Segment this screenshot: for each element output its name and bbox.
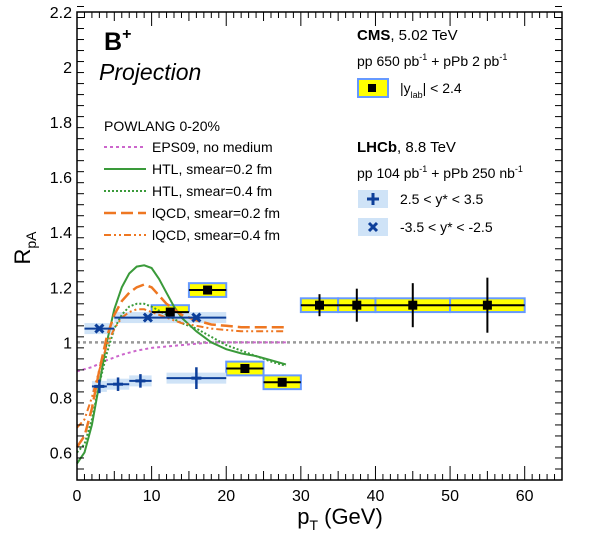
data-point-1-1 (106, 377, 130, 391)
y-tick-label-2: 1 (63, 335, 72, 352)
y-tick-label-8: 2.2 (50, 5, 72, 22)
y-tick-label-0: 0.6 (50, 445, 72, 462)
data-point-2-1 (114, 312, 167, 323)
y-tick-label-5: 1.6 (50, 170, 72, 187)
x-tick-label-6: 60 (516, 488, 534, 505)
data-point-1-2 (129, 374, 152, 388)
data-point-0-2 (226, 364, 264, 374)
cms-title: CMS, 5.02 TeV (357, 27, 458, 44)
x-tick-label-0: 0 (73, 488, 82, 505)
cms-luminosity: pp 650 pb-1 + pPb 2 pb-1 (357, 52, 507, 69)
curve-1 (76, 264, 287, 465)
data-point-0-5 (338, 288, 376, 322)
curve-0 (76, 341, 286, 373)
cms-legend-label: |ylab| < 2.4 (400, 80, 462, 100)
lhcb-forward-legend-marker (358, 190, 388, 208)
model-legend-label-1: HTL, smear=0.2 fm (152, 161, 272, 177)
model-curves (75, 264, 287, 465)
model-legend-label-4: lQCD, smear=0.4 fm (152, 227, 280, 243)
data-points (84, 277, 525, 394)
cms-legend-marker (357, 78, 389, 98)
projection-label: Projection (99, 59, 201, 85)
curve-3 (75, 283, 286, 448)
curve-2 (76, 302, 287, 454)
lhcb-forward-legend-label: 2.5 < y* < 3.5 (400, 191, 483, 207)
lhcb-luminosity: pp 104 pb-1 + pPb 250 nb-1 (357, 164, 523, 181)
model-legend: EPS09, no medium HTL, smear=0.2 fm HTL, sm… (104, 139, 280, 243)
x-tick-label-1: 10 (143, 488, 161, 505)
lhcb-backward-legend-marker (358, 218, 388, 236)
y-tick-label-3: 1.2 (50, 280, 72, 297)
model-legend-label-3: lQCD, smear=0.2 fm (152, 205, 280, 221)
data-point-1-3 (166, 367, 227, 390)
data-point-2-2 (166, 312, 227, 323)
x-tick-label-4: 40 (367, 488, 385, 505)
plot-frame (76, 11, 563, 481)
data-point-0-1 (188, 285, 227, 295)
y-tick-label-7: 2 (63, 60, 72, 77)
data-point-1-0 (91, 379, 107, 394)
lhcb-title: LHCb, 8.8 TeV (357, 139, 456, 156)
lhcb-backward-legend-label: -3.5 < y* < -2.5 (400, 219, 493, 235)
particle-label: B+ (104, 26, 131, 56)
x-axis-title: pT (GeV) (297, 504, 383, 533)
model-legend-label-2: HTL, smear=0.4 fm (152, 183, 272, 199)
curve-4 (76, 308, 286, 429)
data-point-2-0 (84, 323, 115, 334)
x-tick-label-3: 30 (292, 488, 310, 505)
data-point-0-0 (151, 307, 189, 317)
data-point-0-4 (300, 294, 339, 317)
data-point-0-6 (375, 283, 451, 328)
y-tick-label-4: 1.4 (50, 225, 72, 242)
model-legend-header: POWLANG 0-20% (104, 118, 220, 134)
x-tick-label-2: 20 (217, 488, 235, 505)
data-point-0-7 (450, 277, 525, 333)
y-tick-label-6: 1.8 (50, 115, 72, 132)
y-tick-label-1: 0.8 (50, 390, 72, 407)
y-axis-title: RpA (10, 231, 39, 265)
data-point-0-3 (263, 377, 301, 387)
axes: 0 10 20 30 40 50 60 0.6 0.8 1 1.2 1.4 1.6 1.8 2 2.2 (50, 5, 563, 505)
model-legend-label-0: EPS09, no medium (152, 139, 273, 155)
x-tick-label-5: 50 (441, 488, 459, 505)
